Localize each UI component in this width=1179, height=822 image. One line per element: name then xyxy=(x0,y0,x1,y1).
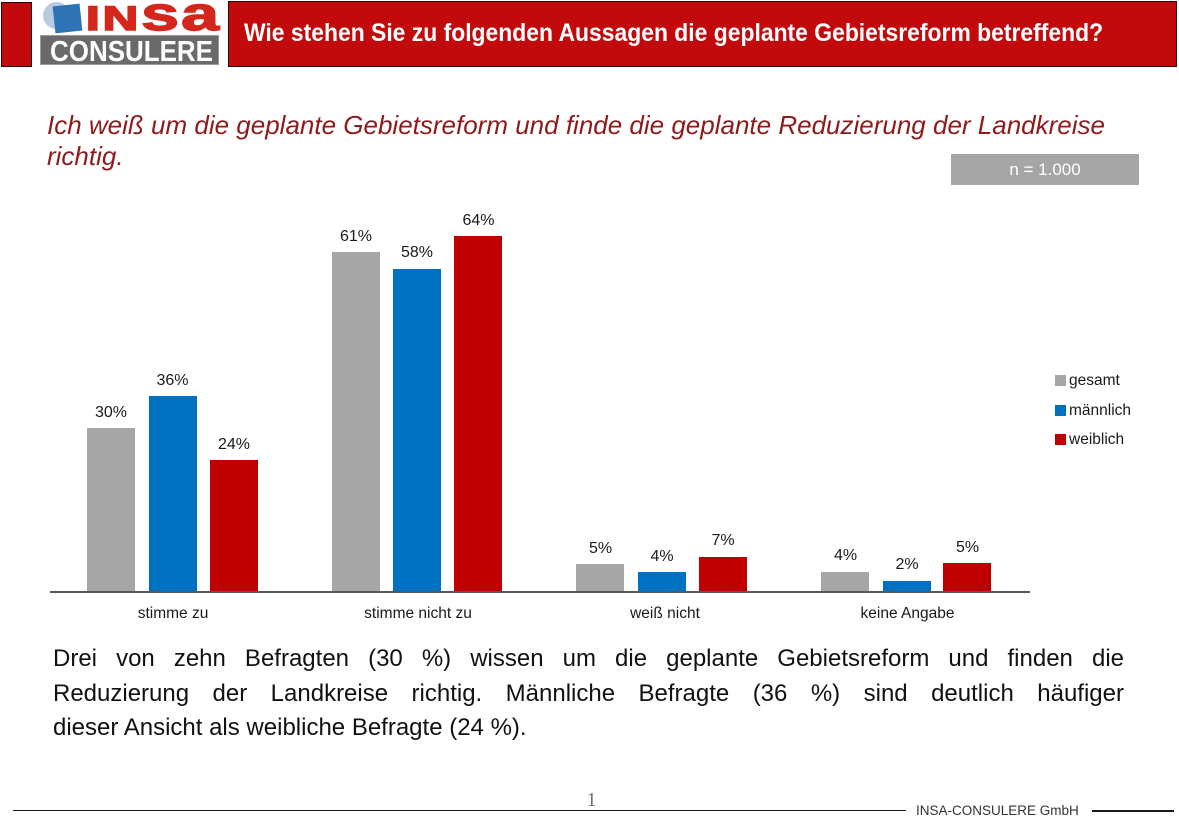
svg-text:sa: sa xyxy=(141,0,221,40)
svg-text:CONSULERE: CONSULERE xyxy=(50,36,213,68)
svg-text:IN: IN xyxy=(86,0,141,37)
